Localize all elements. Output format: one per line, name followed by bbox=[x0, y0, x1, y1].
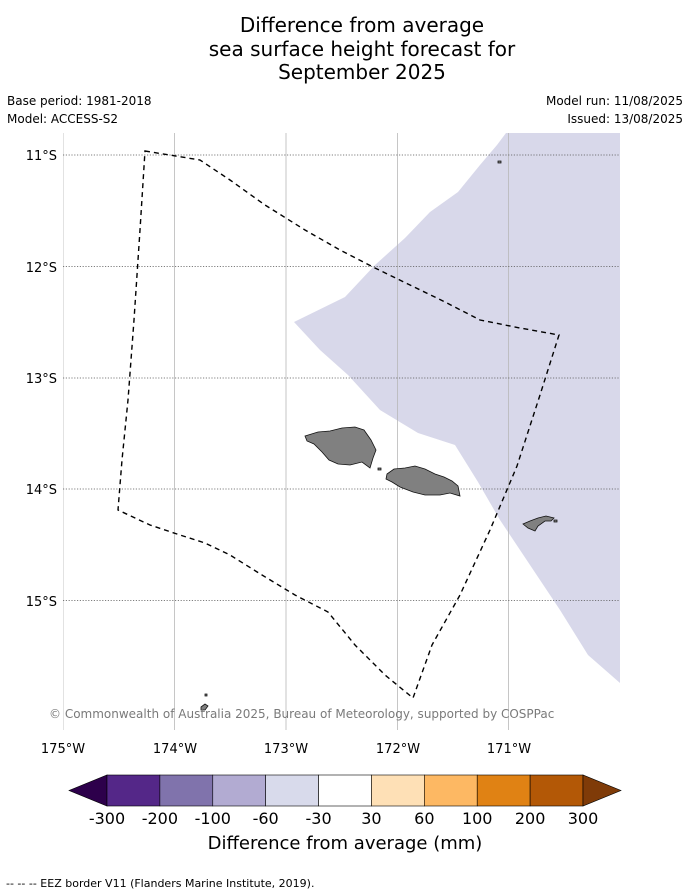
longitude-gridlines bbox=[63, 133, 509, 730]
island-rose-atoll bbox=[497, 160, 502, 164]
colorbar-extend-min bbox=[68, 774, 108, 807]
lat-label-11s: 11°S bbox=[26, 149, 57, 164]
lon-label-174w: 174°W bbox=[153, 742, 197, 757]
colorbar-segment bbox=[212, 774, 266, 807]
colorbar-segment bbox=[529, 774, 584, 807]
colorbar-tick-label: 60 bbox=[414, 809, 434, 828]
colorbar-segment bbox=[265, 774, 319, 807]
title-line-3: September 2025 bbox=[278, 60, 446, 84]
colorbar-tick-label: -100 bbox=[195, 809, 231, 828]
eez-border bbox=[117, 150, 560, 700]
latitude-gridlines bbox=[63, 154, 620, 601]
islet-manono bbox=[377, 467, 382, 471]
sea-level-anomaly-region bbox=[294, 133, 620, 683]
copyright-credit: © Commonwealth of Australia 2025, Bureau… bbox=[49, 707, 555, 721]
lon-label-171w: 171°W bbox=[487, 742, 531, 757]
islet-swains-north bbox=[204, 693, 208, 697]
island-upolu bbox=[385, 465, 461, 497]
colorbar-tick-label: 200 bbox=[515, 809, 546, 828]
colorbar-segment bbox=[371, 774, 425, 807]
islet-east-tip bbox=[553, 519, 558, 523]
colorbar-tick-label: -60 bbox=[253, 809, 279, 828]
title-line-2: sea surface height forecast for bbox=[208, 36, 516, 61]
lon-label-173w: 173°W bbox=[264, 742, 308, 757]
latitude-labels: 11°S 12°S 13°S 14°S 15°S bbox=[26, 149, 57, 610]
lon-label-172w: 172°W bbox=[376, 742, 420, 757]
lat-label-15s: 15°S bbox=[26, 595, 57, 610]
model-name: Model: ACCESS-S2 bbox=[7, 112, 119, 126]
colorbar-label: Difference from average (mm) bbox=[207, 833, 483, 854]
issued-date: Issued: 13/08/2025 bbox=[567, 112, 683, 126]
island-savaii bbox=[304, 426, 377, 469]
model-run: Model run: 11/08/2025 bbox=[545, 94, 683, 108]
island-tutuila bbox=[522, 515, 555, 532]
colorbar-segment bbox=[476, 774, 531, 807]
lon-label-175w: 175°W bbox=[41, 742, 85, 757]
lat-label-14s: 14°S bbox=[26, 483, 57, 498]
longitude-labels: 175°W 174°W 173°W 172°W 171°W bbox=[41, 742, 531, 757]
colorbar-segment bbox=[159, 774, 214, 807]
colorbar-extend-max bbox=[582, 774, 622, 807]
colorbar-tick-label: 100 bbox=[462, 809, 493, 828]
lat-label-12s: 12°S bbox=[26, 261, 57, 276]
map-panel bbox=[63, 133, 620, 730]
colorbar-segment bbox=[318, 774, 372, 807]
colorbar-segment bbox=[424, 774, 478, 807]
island-swains bbox=[200, 703, 209, 711]
title-line-1: Difference from average bbox=[239, 13, 485, 37]
base-period: Base period: 1981-2018 bbox=[7, 94, 152, 108]
colorbar-tick-label: -30 bbox=[305, 809, 331, 828]
colorbar-tick-label: 30 bbox=[361, 809, 381, 828]
eez-legend: -- -- -- EEZ border V11 (Flanders Marine… bbox=[6, 877, 315, 890]
colorbar-tick-label: 300 bbox=[568, 809, 599, 828]
colorbar-segment bbox=[106, 774, 161, 807]
colorbar-tick-label: -300 bbox=[89, 809, 125, 828]
colorbar-tick-label: -200 bbox=[142, 809, 178, 828]
colorbar: -300 -200 -100 -60 -30 30 60 100 200 300 bbox=[68, 774, 622, 828]
land-areas bbox=[200, 160, 558, 711]
map-title: Difference from average sea surface heig… bbox=[0, 13, 690, 85]
lat-label-13s: 13°S bbox=[26, 372, 57, 387]
